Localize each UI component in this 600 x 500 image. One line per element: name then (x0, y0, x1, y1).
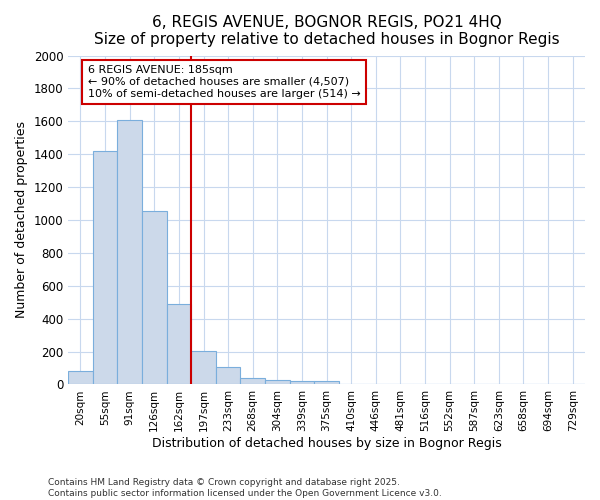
Bar (314, 382, 339, 384)
Text: Contains HM Land Registry data © Crown copyright and database right 2025.
Contai: Contains HM Land Registry data © Crown c… (48, 478, 442, 498)
Bar (167, 304, 191, 384)
Bar (68, 372, 93, 384)
Bar (191, 350, 216, 384)
Bar (241, 378, 265, 384)
Bar (290, 382, 314, 384)
Y-axis label: Number of detached properties: Number of detached properties (15, 122, 28, 318)
Text: 6 REGIS AVENUE: 185sqm
← 90% of detached houses are smaller (4,507)
10% of semi-: 6 REGIS AVENUE: 185sqm ← 90% of detached… (88, 66, 361, 98)
Bar (142, 211, 167, 384)
Title: 6, REGIS AVENUE, BOGNOR REGIS, PO21 4HQ
Size of property relative to detached ho: 6, REGIS AVENUE, BOGNOR REGIS, PO21 4HQ … (94, 15, 559, 48)
X-axis label: Distribution of detached houses by size in Bognor Regis: Distribution of detached houses by size … (152, 437, 502, 450)
Bar (216, 367, 241, 384)
Bar (265, 380, 290, 384)
Bar (93, 151, 118, 384)
Bar (118, 120, 142, 384)
